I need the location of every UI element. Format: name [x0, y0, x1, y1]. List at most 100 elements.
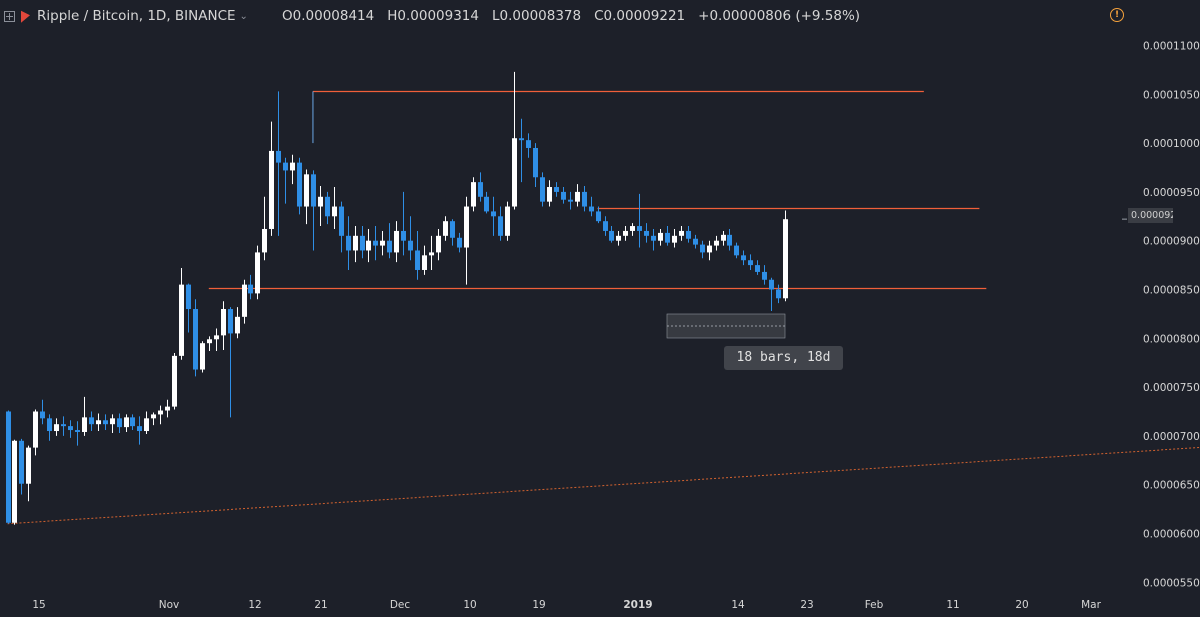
candle[interactable]: [589, 196, 594, 217]
candle[interactable]: [568, 191, 573, 210]
candle[interactable]: [186, 283, 191, 333]
candle[interactable]: [130, 414, 135, 431]
candle[interactable]: [575, 184, 580, 207]
candle[interactable]: [547, 180, 552, 207]
candle[interactable]: [255, 245, 260, 300]
candle[interactable]: [360, 226, 365, 259]
candle[interactable]: [561, 187, 566, 204]
candle[interactable]: [19, 438, 24, 495]
candle[interactable]: [158, 405, 163, 425]
candle[interactable]: [519, 118, 524, 183]
candle[interactable]: [82, 396, 87, 436]
candle[interactable]: [75, 421, 80, 446]
candle[interactable]: [672, 228, 677, 248]
alert-icon[interactable]: !: [1110, 8, 1124, 22]
candle[interactable]: [318, 186, 323, 227]
candle[interactable]: [193, 299, 198, 377]
candle[interactable]: [207, 336, 212, 351]
candle[interactable]: [498, 206, 503, 241]
measure-tool[interactable]: [666, 313, 786, 339]
candle[interactable]: [616, 230, 621, 246]
candle[interactable]: [651, 228, 656, 251]
candle[interactable]: [394, 221, 399, 263]
candle[interactable]: [221, 301, 226, 351]
candle[interactable]: [40, 399, 45, 425]
candle[interactable]: [248, 274, 253, 300]
candle[interactable]: [609, 226, 614, 243]
candle[interactable]: [61, 416, 66, 436]
candle[interactable]: [637, 193, 642, 248]
time-axis[interactable]: 15 Nov 12 21 Dec 10 19 2019 14 23 Feb 11 20 Mar: [32, 599, 1101, 611]
trend-line[interactable]: [7, 25, 1200, 525]
candle[interactable]: [422, 245, 427, 275]
candle[interactable]: [464, 196, 469, 285]
candle[interactable]: [151, 412, 156, 426]
symbol-title[interactable]: Ripple / Bitcoin, 1D, BINANCE: [37, 8, 236, 24]
candle[interactable]: [311, 170, 316, 251]
candle[interactable]: [214, 328, 219, 351]
candle[interactable]: [401, 191, 406, 256]
candle[interactable]: [603, 216, 608, 236]
candle[interactable]: [200, 341, 205, 373]
candle[interactable]: [755, 260, 760, 275]
candle[interactable]: [124, 414, 129, 432]
candle[interactable]: [242, 279, 247, 324]
candle[interactable]: [325, 191, 330, 225]
candle[interactable]: [693, 234, 698, 249]
candle[interactable]: [353, 226, 358, 263]
candle[interactable]: [373, 226, 378, 261]
candle[interactable]: [686, 226, 691, 243]
candle[interactable]: [262, 196, 267, 261]
candle[interactable]: [436, 228, 441, 261]
candle[interactable]: [415, 230, 420, 280]
candle[interactable]: [137, 416, 142, 445]
candle[interactable]: [623, 226, 628, 241]
candle[interactable]: [96, 413, 101, 432]
candle[interactable]: [721, 230, 726, 246]
chevron-down-icon[interactable]: ⌄: [239, 10, 248, 22]
candle[interactable]: [707, 240, 712, 261]
measure-box[interactable]: [666, 313, 786, 339]
candle[interactable]: [714, 235, 719, 251]
candle[interactable]: [408, 216, 413, 261]
expand-icon[interactable]: [4, 10, 15, 22]
candle[interactable]: [512, 71, 517, 210]
candle[interactable]: [380, 230, 385, 256]
candle[interactable]: [769, 277, 774, 311]
candle[interactable]: [679, 226, 684, 241]
candle[interactable]: [665, 226, 670, 246]
candle[interactable]: [658, 228, 663, 246]
candle[interactable]: [783, 210, 788, 302]
candle[interactable]: [110, 414, 115, 433]
candle[interactable]: [776, 284, 781, 304]
candle[interactable]: [762, 265, 767, 285]
candle[interactable]: [179, 268, 184, 360]
candle[interactable]: [429, 235, 434, 270]
candle[interactable]: [6, 410, 11, 524]
candle[interactable]: [748, 254, 753, 270]
candle[interactable]: [33, 409, 38, 456]
candle[interactable]: [478, 172, 483, 202]
candle[interactable]: [346, 216, 351, 270]
candle[interactable]: [540, 172, 545, 207]
candle[interactable]: [297, 157, 302, 215]
candle[interactable]: [144, 411, 149, 434]
candle[interactable]: [484, 191, 489, 214]
candle[interactable]: [235, 307, 240, 339]
candle[interactable]: [304, 169, 309, 225]
candle[interactable]: [68, 420, 73, 438]
candle[interactable]: [630, 223, 635, 236]
candle[interactable]: [644, 223, 649, 243]
candle[interactable]: [387, 223, 392, 259]
candle[interactable]: [505, 201, 510, 241]
candle[interactable]: [526, 133, 531, 158]
candle[interactable]: [54, 418, 59, 436]
candle[interactable]: [165, 399, 170, 418]
candle[interactable]: [26, 445, 31, 502]
candle[interactable]: [533, 143, 538, 188]
candle[interactable]: [471, 177, 476, 212]
candle[interactable]: [290, 154, 295, 185]
candle[interactable]: [172, 352, 177, 410]
